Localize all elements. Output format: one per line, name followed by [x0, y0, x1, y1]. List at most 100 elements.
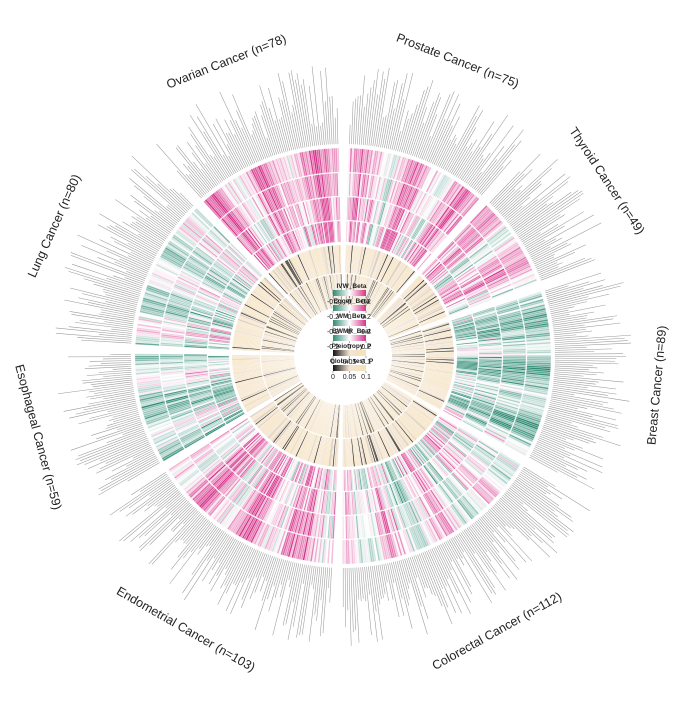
feature-name-label [385, 108, 395, 149]
feature-name-label [457, 534, 497, 595]
feature-name-label [82, 377, 133, 384]
feature-name-label [522, 232, 541, 244]
feature-name-label [414, 101, 434, 157]
feature-name-label [108, 412, 139, 421]
cell-beta [342, 469, 344, 492]
feature-name-label [543, 424, 596, 444]
feature-name-label [460, 133, 493, 181]
sector-title: Lung Cancer (n=80) [25, 172, 83, 279]
feature-name-label [259, 555, 273, 592]
feature-name-label [480, 516, 494, 533]
feature-name-label [97, 257, 147, 278]
legend-color-bar [333, 305, 366, 311]
feature-name-label [75, 432, 146, 461]
feature-name-label [442, 543, 453, 562]
feature-name-label [99, 445, 151, 470]
feature-name-label [126, 270, 146, 280]
feature-name-label [170, 499, 188, 516]
feature-name-label [130, 251, 153, 264]
sector-title: Thyroid Cancer (n=49) [566, 125, 647, 237]
feature-name-label [404, 558, 428, 635]
legend-tick-label: 0.05 [343, 374, 357, 381]
feature-name-label [379, 564, 386, 595]
feature-name-label [536, 441, 571, 457]
feature-name-label [217, 545, 248, 605]
feature-name-label [452, 142, 473, 175]
cell-beta [183, 354, 208, 356]
feature-name-label [398, 560, 410, 600]
feature-name-label [312, 566, 317, 590]
feature-name-label [230, 550, 259, 614]
feature-name-label [241, 127, 258, 163]
feature-name-label [225, 133, 245, 169]
cell-beta [183, 355, 208, 358]
feature-name-label [477, 519, 520, 570]
feature-name-label [119, 258, 149, 272]
feature-name-label [533, 253, 555, 265]
feature-name-label [536, 442, 603, 473]
feature-name-label [69, 402, 137, 419]
feature-name-label [507, 199, 538, 224]
cell-beta [449, 306, 470, 316]
cell-pvalue [374, 293, 397, 320]
feature-name-label [203, 131, 232, 177]
feature-name-label [550, 309, 569, 314]
feature-name-label [393, 72, 414, 151]
feature-name-label [224, 542, 243, 576]
feature-name-label [78, 297, 137, 311]
feature-name-label [531, 451, 587, 480]
feature-name-label [494, 503, 550, 558]
cell-beta [342, 539, 345, 565]
feature-name-label [110, 236, 155, 260]
feature-name-label [535, 244, 586, 268]
cell-beta [134, 355, 160, 358]
cell-beta [478, 353, 503, 356]
feature-name-label [549, 402, 579, 410]
feature-name-label [497, 500, 543, 544]
feature-name-label [64, 299, 136, 315]
feature-name-label [114, 261, 148, 276]
feature-name-label [393, 561, 403, 599]
feature-name-label [490, 507, 511, 529]
feature-name-label [154, 487, 178, 507]
feature-name-label [509, 176, 571, 225]
feature-name-label [533, 243, 572, 263]
feature-name-label [486, 511, 533, 562]
feature-name-label [364, 566, 372, 636]
feature-name-label [311, 565, 315, 585]
feature-name-label [236, 110, 259, 162]
feature-name-label [185, 518, 208, 545]
cell-beta [442, 409, 463, 422]
legend-color-bar [333, 350, 366, 356]
feature-name-label [56, 333, 132, 340]
feature-name-label [138, 233, 162, 248]
feature-name-label [185, 174, 205, 196]
legend-color-bar [333, 290, 366, 296]
feature-name-label [508, 487, 570, 536]
feature-name-label [546, 415, 572, 424]
feature-name-label [402, 559, 410, 584]
feature-name-label [79, 320, 133, 328]
feature-name-label [316, 126, 319, 146]
feature-name-label [471, 524, 502, 564]
feature-name-label [542, 426, 590, 444]
feature-name-label [136, 216, 168, 238]
feature-name-label [64, 267, 142, 292]
feature-name-label [380, 115, 387, 148]
feature-name-label [523, 466, 556, 487]
feature-name-label [255, 553, 266, 578]
feature-name-label [189, 114, 230, 178]
cell-beta [526, 355, 552, 358]
feature-name-label [372, 71, 384, 147]
cell-beta [446, 216, 464, 236]
feature-name-label [106, 415, 140, 427]
feature-name-label [112, 275, 143, 287]
feature-name-label [551, 392, 609, 404]
feature-name-label [149, 503, 192, 545]
feature-name-label [438, 544, 452, 571]
cell-beta [469, 298, 492, 309]
legend-title: Pleiotropy_P [332, 343, 372, 350]
feature-name-label [260, 104, 278, 155]
feature-name-label [511, 196, 554, 228]
feature-name-label [100, 362, 132, 364]
